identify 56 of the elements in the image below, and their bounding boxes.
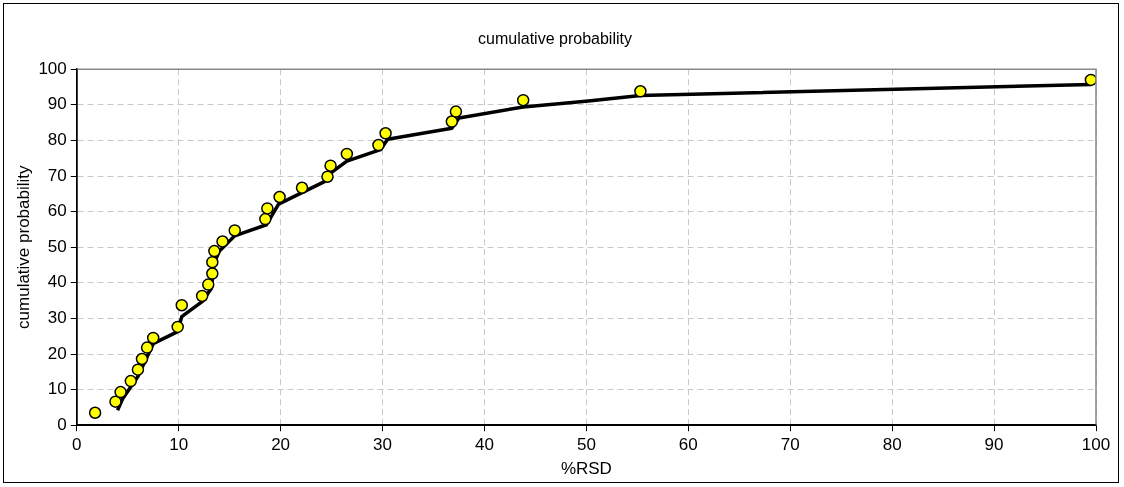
point [340, 147, 354, 161]
x-tick-label: 50 [576, 435, 596, 455]
point [146, 331, 160, 345]
point [140, 341, 154, 354]
point [295, 181, 309, 194]
point [216, 235, 229, 248]
x-axis-title: %RSD [560, 459, 612, 479]
y-tick-label: 0 [57, 414, 67, 434]
point [261, 202, 274, 215]
x-tick-label: 80 [882, 435, 902, 455]
point [449, 105, 463, 118]
x-tick-label: 30 [373, 435, 392, 455]
x-tick-label: 90 [984, 435, 1004, 455]
point [1084, 73, 1096, 87]
y-tick-label: 80 [47, 130, 67, 150]
point [88, 406, 102, 419]
point [259, 212, 272, 226]
y-tick-label: 30 [47, 308, 67, 328]
x-tick-label: 20 [271, 435, 291, 455]
point [131, 363, 145, 376]
y-tick-label: 70 [47, 165, 67, 185]
x-tick-label: 0 [72, 435, 82, 455]
x-tick-label: 10 [169, 435, 189, 455]
x-tick-label: 100 [1081, 435, 1111, 455]
point [175, 298, 188, 312]
point [208, 244, 221, 258]
point [202, 278, 215, 291]
x-tick-label: 60 [678, 435, 698, 455]
y-tick-label: 20 [47, 343, 67, 363]
point [171, 320, 184, 334]
point [273, 190, 286, 204]
point [634, 85, 647, 98]
y-axis-title: cumulative probability [13, 164, 33, 329]
y-tick-label: 50 [47, 236, 67, 256]
x-tick-label: 70 [780, 435, 800, 455]
point [114, 385, 127, 399]
point [379, 127, 392, 140]
point [516, 93, 530, 107]
y-tick-label: 60 [47, 201, 67, 221]
point [445, 115, 459, 128]
point [206, 255, 219, 269]
y-tick-label: 40 [47, 272, 67, 292]
chart-title: cumulative probability [478, 30, 632, 48]
y-tick-label: 10 [47, 379, 67, 399]
point [206, 267, 219, 280]
point [135, 352, 149, 366]
y-tick-label: 90 [47, 94, 67, 114]
point [324, 159, 337, 172]
x-tick-label: 40 [475, 435, 494, 455]
y-tick-label: 100 [38, 58, 67, 78]
point [372, 138, 385, 152]
point [195, 289, 209, 303]
point [321, 170, 334, 183]
point [109, 395, 122, 408]
point [124, 374, 138, 388]
point [228, 224, 241, 237]
